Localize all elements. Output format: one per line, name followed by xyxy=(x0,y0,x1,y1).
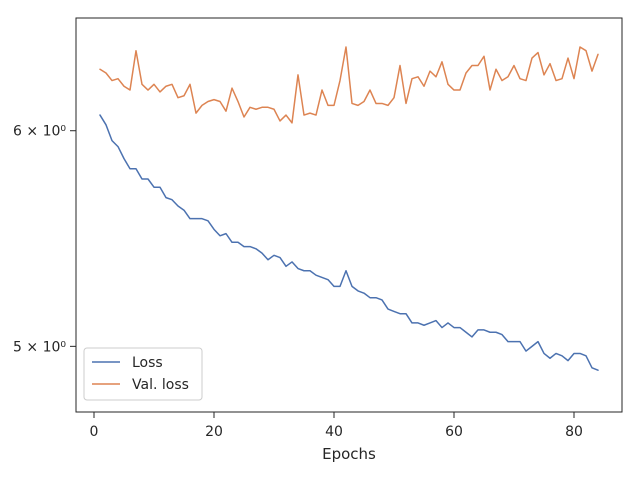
x-tick-label: 0 xyxy=(90,424,99,440)
legend-label-loss: Loss xyxy=(132,355,163,371)
series-line-loss xyxy=(99,114,599,371)
x-tick-label: 80 xyxy=(565,424,583,440)
y-tick-label: 5 × 10⁰ xyxy=(13,339,66,355)
x-tick-label: 60 xyxy=(445,424,463,440)
plot-area xyxy=(99,46,599,371)
legend-label-val-loss: Val. loss xyxy=(132,377,189,393)
x-tick-label: 40 xyxy=(325,424,343,440)
axes: 0 20 40 60 80 5 × 10⁰ 6 × 10⁰ xyxy=(13,17,623,440)
plot-frame xyxy=(75,17,623,413)
legend-box xyxy=(83,347,203,401)
x-tick-label: 20 xyxy=(205,424,223,440)
series-line-val-loss xyxy=(99,46,599,124)
x-axis-title: Epochs xyxy=(322,445,376,463)
y-tick-label: 6 × 10⁰ xyxy=(13,124,66,140)
legend: Loss Val. loss xyxy=(83,347,203,401)
